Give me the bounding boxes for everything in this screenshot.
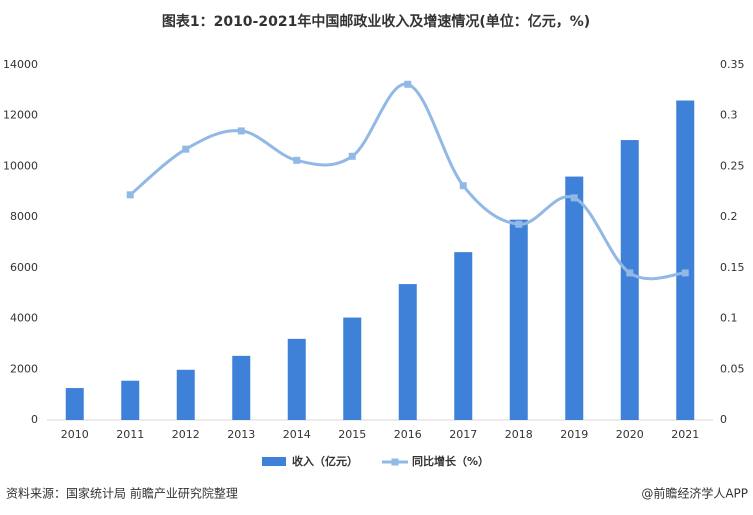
line-marker [681, 269, 689, 277]
line-marker [348, 152, 356, 160]
line-marker [570, 194, 578, 202]
chart-title: 图表1：2010-2021年中国邮政业收入及增速情况(单位：亿元，%) [162, 13, 590, 30]
bar [65, 388, 84, 420]
bar [232, 355, 251, 420]
x-tick-label: 2018 [505, 428, 533, 441]
x-tick-label: 2019 [560, 428, 588, 441]
legend-swatch [262, 457, 286, 466]
y-tick-label: 2000 [10, 362, 38, 375]
x-tick-label: 2011 [116, 428, 144, 441]
x-tick-label: 2010 [61, 428, 89, 441]
y2-tick-label: 0.25 [720, 159, 745, 172]
y-tick-label: 14000 [3, 58, 38, 71]
bar [565, 176, 584, 420]
x-tick-label: 2017 [449, 428, 477, 441]
y-tick-label: 0 [31, 413, 38, 426]
line-marker [459, 182, 467, 190]
y2-tick-label: 0.1 [720, 312, 738, 325]
line-marker [626, 269, 634, 277]
y2-tick-label: 0.2 [720, 210, 738, 223]
x-tick-label: 2012 [172, 428, 200, 441]
y-tick-label: 4000 [10, 312, 38, 325]
bar [509, 219, 528, 420]
y2-tick-label: 0 [720, 413, 727, 426]
bar [343, 317, 362, 420]
y-tick-label: 12000 [3, 109, 38, 122]
bar [454, 252, 473, 420]
source: 资料来源：国家统计局 前瞻产业研究院整理 [6, 486, 238, 501]
y-tick-label: 8000 [10, 210, 38, 223]
x-tick-label: 2015 [338, 428, 366, 441]
bar [676, 100, 695, 420]
bar [620, 140, 639, 421]
line-marker [293, 156, 301, 164]
legend-swatch [391, 458, 399, 466]
bar [121, 380, 140, 420]
bar [176, 369, 195, 420]
line-marker [404, 80, 412, 88]
x-tick-label: 2016 [394, 428, 422, 441]
y2-tick-label: 0.3 [720, 109, 738, 122]
y2-tick-label: 0.05 [720, 362, 745, 375]
line-marker [237, 127, 245, 135]
line-marker [126, 191, 134, 199]
legend-label: 收入（亿元） [292, 454, 358, 468]
credit: @前瞻经济学人APP [641, 486, 748, 501]
y2-tick-label: 0.15 [720, 261, 745, 274]
y-tick-label: 6000 [10, 261, 38, 274]
x-tick-label: 2013 [227, 428, 255, 441]
x-tick-label: 2021 [671, 428, 699, 441]
bar [287, 338, 306, 420]
legend-label: 同比增长（%） [412, 454, 489, 468]
line [129, 82, 686, 281]
y2-tick-label: 0.35 [720, 58, 745, 71]
y-tick-label: 10000 [3, 159, 38, 172]
x-tick-label: 2014 [283, 428, 311, 441]
line-marker [182, 145, 190, 153]
bar [398, 284, 417, 420]
x-tick-label: 2020 [616, 428, 644, 441]
line-marker [515, 220, 523, 228]
